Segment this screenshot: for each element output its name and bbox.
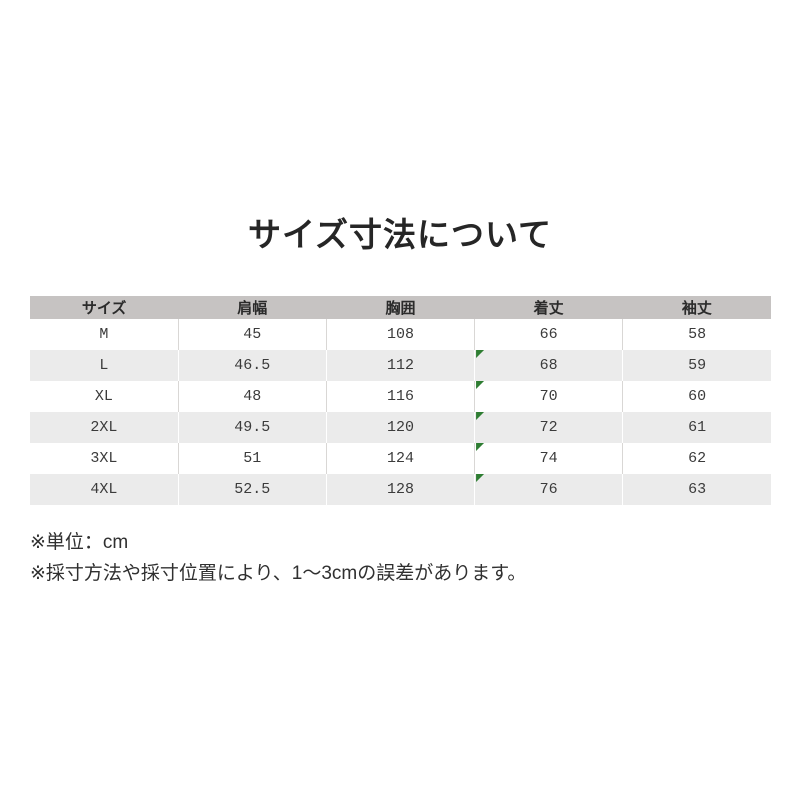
cell-chest: 128 <box>326 474 476 505</box>
column-header-size: サイズ <box>30 296 179 319</box>
cell-length-value: 68 <box>539 357 558 374</box>
note-tolerance: ※採寸方法や採寸位置により、1～3cmの誤差があります。 <box>30 563 527 584</box>
column-header-length: 着丈 <box>474 296 623 319</box>
cell-length-value: 70 <box>539 388 558 405</box>
green-triangle-icon <box>476 350 485 358</box>
cell-length: 70 <box>474 381 624 412</box>
cell-chest: 120 <box>326 412 476 443</box>
cell-chest: 108 <box>326 319 476 350</box>
cell-length-value: 74 <box>539 450 558 467</box>
note-units: ※単位：cm <box>30 532 129 553</box>
cell-shoulder: 49.5 <box>178 412 327 443</box>
cell-sleeve: 60 <box>622 381 771 412</box>
cell-size: M <box>30 319 179 350</box>
green-triangle-icon <box>476 412 485 420</box>
column-header-chest: 胸囲 <box>326 296 475 319</box>
cell-length: 74 <box>474 443 624 474</box>
cell-sleeve: 59 <box>622 350 771 381</box>
cell-size: 3XL <box>30 443 179 474</box>
green-triangle-icon <box>476 381 485 389</box>
cell-length: 66 <box>474 319 624 350</box>
cell-chest: 124 <box>326 443 476 474</box>
column-header-sleeve: 袖丈 <box>622 296 771 319</box>
cell-shoulder: 48 <box>178 381 327 412</box>
cell-size: 4XL <box>30 474 179 505</box>
size-table: サイズ 肩幅 胸囲 着丈 袖丈 M 45 108 66 58 L 46.5 11… <box>30 296 771 505</box>
cell-shoulder: 51 <box>178 443 327 474</box>
cell-shoulder: 52.5 <box>178 474 327 505</box>
cell-length-value: 76 <box>539 481 558 498</box>
column-header-shoulder: 肩幅 <box>178 296 327 319</box>
cell-size: 2XL <box>30 412 179 443</box>
table-row-3xl: 3XL 51 124 74 62 <box>30 443 771 474</box>
table-row-xl: XL 48 116 70 60 <box>30 381 771 412</box>
cell-sleeve: 61 <box>622 412 771 443</box>
table-row-2xl: 2XL 49.5 120 72 61 <box>30 412 771 443</box>
cell-chest: 116 <box>326 381 476 412</box>
cell-length: 72 <box>474 412 624 443</box>
green-triangle-icon <box>476 474 485 482</box>
cell-size: L <box>30 350 179 381</box>
cell-sleeve: 58 <box>622 319 771 350</box>
table-row-l: L 46.5 112 68 59 <box>30 350 771 381</box>
cell-length-value: 72 <box>539 419 558 436</box>
cell-shoulder: 46.5 <box>178 350 327 381</box>
cell-sleeve: 62 <box>622 443 771 474</box>
footer-notes: ※単位：cm ※採寸方法や採寸位置により、1～3cmの誤差があります。 <box>30 527 526 589</box>
cell-size: XL <box>30 381 179 412</box>
cell-shoulder: 45 <box>178 319 327 350</box>
green-triangle-icon <box>476 443 485 451</box>
table-header-row: サイズ 肩幅 胸囲 着丈 袖丈 <box>30 296 771 319</box>
table-row-m: M 45 108 66 58 <box>30 319 771 350</box>
cell-sleeve: 63 <box>622 474 771 505</box>
cell-length: 76 <box>474 474 624 505</box>
cell-chest: 112 <box>326 350 476 381</box>
table-row-4xl: 4XL 52.5 128 76 63 <box>30 474 771 505</box>
page-title: サイズ寸法について <box>247 216 553 253</box>
cell-length: 68 <box>474 350 624 381</box>
